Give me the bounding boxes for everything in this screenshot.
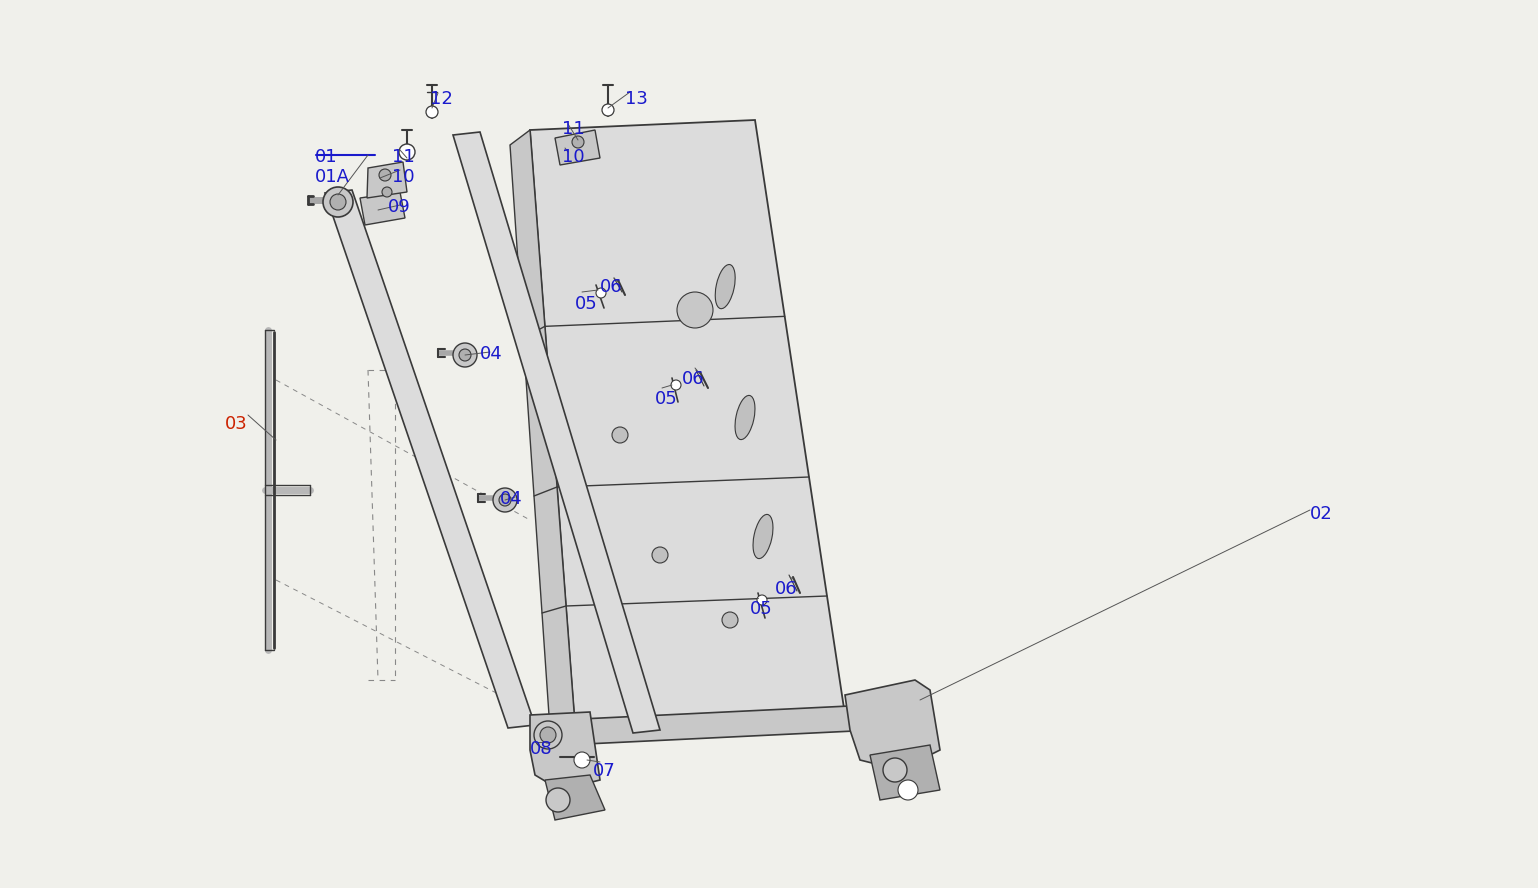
Circle shape — [534, 721, 561, 749]
Polygon shape — [844, 680, 940, 770]
Circle shape — [652, 547, 667, 563]
Circle shape — [426, 106, 438, 118]
Circle shape — [454, 343, 477, 367]
Circle shape — [601, 104, 614, 116]
Text: 05: 05 — [575, 295, 598, 313]
Circle shape — [597, 288, 606, 298]
Circle shape — [498, 494, 511, 506]
Text: 05: 05 — [751, 600, 772, 618]
Text: 04: 04 — [480, 345, 503, 363]
Ellipse shape — [715, 265, 735, 309]
Text: 03: 03 — [225, 415, 248, 433]
Circle shape — [458, 349, 471, 361]
Text: 09: 09 — [388, 198, 411, 216]
Text: 06: 06 — [775, 580, 798, 598]
Text: 07: 07 — [594, 762, 615, 780]
Text: 05: 05 — [655, 390, 678, 408]
Polygon shape — [454, 132, 660, 733]
Circle shape — [546, 788, 571, 812]
Polygon shape — [368, 162, 408, 198]
Text: 12: 12 — [431, 90, 452, 108]
Circle shape — [574, 752, 591, 768]
Polygon shape — [531, 120, 844, 725]
Circle shape — [721, 612, 738, 628]
Text: 06: 06 — [600, 278, 623, 296]
Circle shape — [671, 380, 681, 390]
Circle shape — [612, 427, 628, 443]
Text: 02: 02 — [1310, 505, 1333, 523]
Text: 01A: 01A — [315, 168, 351, 186]
Circle shape — [677, 292, 714, 328]
Text: 11: 11 — [392, 148, 415, 166]
Text: 04: 04 — [500, 490, 523, 508]
Circle shape — [898, 780, 918, 800]
Ellipse shape — [735, 395, 755, 440]
Polygon shape — [511, 130, 575, 730]
Text: 13: 13 — [624, 90, 647, 108]
Text: 06: 06 — [681, 370, 704, 388]
Circle shape — [331, 194, 346, 210]
Polygon shape — [555, 130, 600, 165]
Polygon shape — [544, 775, 604, 820]
Text: 01: 01 — [315, 148, 338, 166]
Polygon shape — [325, 190, 535, 728]
Circle shape — [494, 488, 517, 512]
Polygon shape — [560, 705, 875, 745]
Circle shape — [883, 758, 907, 782]
Text: 10: 10 — [392, 168, 415, 186]
Circle shape — [398, 144, 415, 160]
Polygon shape — [531, 712, 600, 790]
Text: 10: 10 — [561, 148, 584, 166]
Circle shape — [381, 187, 392, 197]
Circle shape — [378, 169, 391, 181]
Text: 08: 08 — [531, 740, 552, 758]
Text: 11: 11 — [561, 120, 584, 138]
Circle shape — [757, 595, 767, 605]
Circle shape — [540, 727, 557, 743]
Polygon shape — [871, 745, 940, 800]
Circle shape — [323, 187, 354, 217]
Circle shape — [572, 136, 584, 148]
Polygon shape — [360, 192, 404, 225]
Ellipse shape — [754, 514, 774, 559]
